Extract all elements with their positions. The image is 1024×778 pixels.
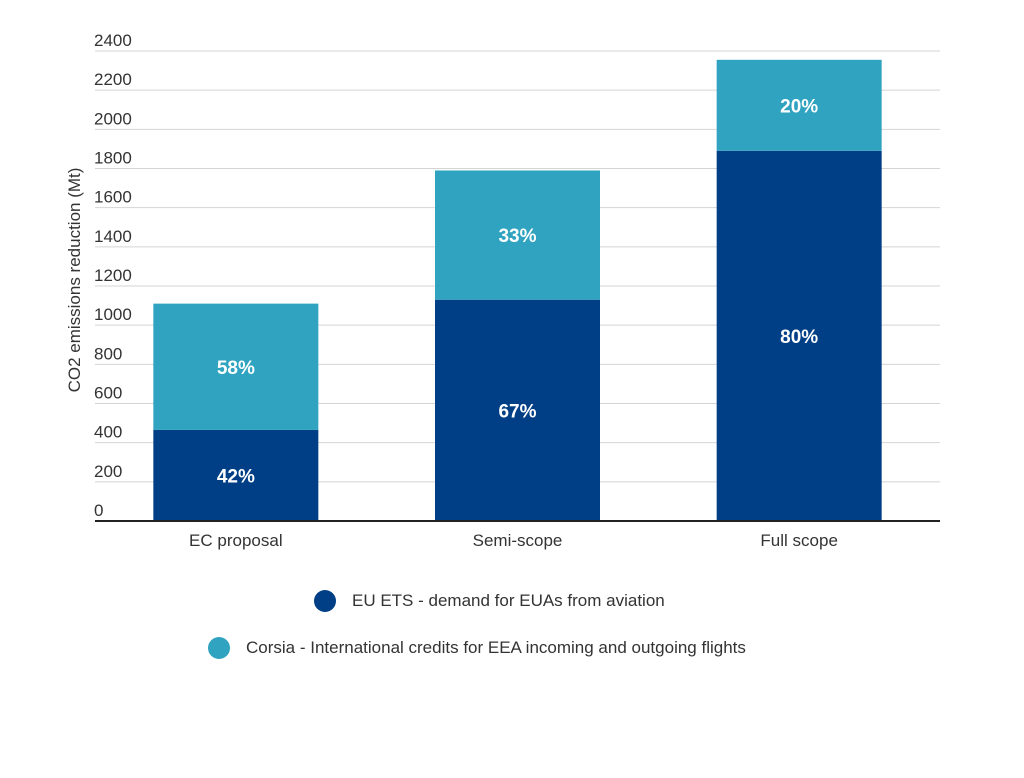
- y-tick-label: 1600: [94, 188, 132, 207]
- bar-value-label: 20%: [780, 96, 818, 117]
- bar-segment: [716, 150, 882, 521]
- legend-label-corsia: Corsia - International credits for EEA i…: [246, 638, 746, 657]
- x-category-labels: EC proposal Semi-scope Full scope: [189, 531, 838, 550]
- bar-value-labels: 42% 58% 67% 33% 80% 20%: [217, 96, 818, 487]
- bar-segment: [153, 429, 319, 521]
- bars: [153, 59, 882, 521]
- bar-segment: [435, 299, 600, 521]
- y-tick-label: 2200: [94, 70, 132, 89]
- y-tick-label: 1400: [94, 227, 132, 246]
- bar-segment: [716, 59, 882, 151]
- bar-segment: [153, 303, 319, 430]
- x-category-label: Semi-scope: [473, 531, 563, 550]
- bar-value-label: 42%: [217, 466, 255, 487]
- y-tick-label: 400: [94, 423, 122, 442]
- legend-label-eu-ets: EU ETS - demand for EUAs from aviation: [352, 591, 665, 610]
- legend-item-eu-ets: EU ETS - demand for EUAs from aviation: [314, 590, 665, 612]
- y-tick-label: 0: [94, 501, 103, 520]
- bar-segment: [435, 170, 600, 300]
- legend-swatch-eu-ets: [314, 590, 336, 612]
- bar-value-label: 80%: [780, 327, 818, 348]
- y-tick-label: 200: [94, 462, 122, 481]
- stacked-bar-chart: 0 200 400 600 800 1000 1200 1400 1600 1800 2000 220…: [65, 31, 940, 550]
- bar-value-label: 67%: [498, 401, 536, 422]
- legend-swatch-corsia: [208, 637, 230, 659]
- y-tick-label: 1800: [94, 149, 132, 168]
- y-axis-label: CO2 emissions reduction (Mt): [65, 168, 84, 393]
- x-category-label: Full scope: [760, 531, 837, 550]
- x-category-label: EC proposal: [189, 531, 283, 550]
- y-tick-label: 600: [94, 384, 122, 403]
- y-tick-label: 1000: [94, 305, 132, 324]
- y-tick-label: 2000: [94, 109, 132, 128]
- y-tick-labels: 0 200 400 600 800 1000 1200 1400 1600 1800 2000 220…: [94, 31, 132, 520]
- y-tick-label: 2400: [94, 31, 132, 50]
- legend-item-corsia: Corsia - International credits for EEA i…: [208, 637, 746, 659]
- y-tick-label: 800: [94, 344, 122, 363]
- y-tick-label: 1200: [94, 266, 132, 285]
- bar-value-label: 33%: [498, 226, 536, 247]
- bar-value-label: 58%: [217, 358, 255, 379]
